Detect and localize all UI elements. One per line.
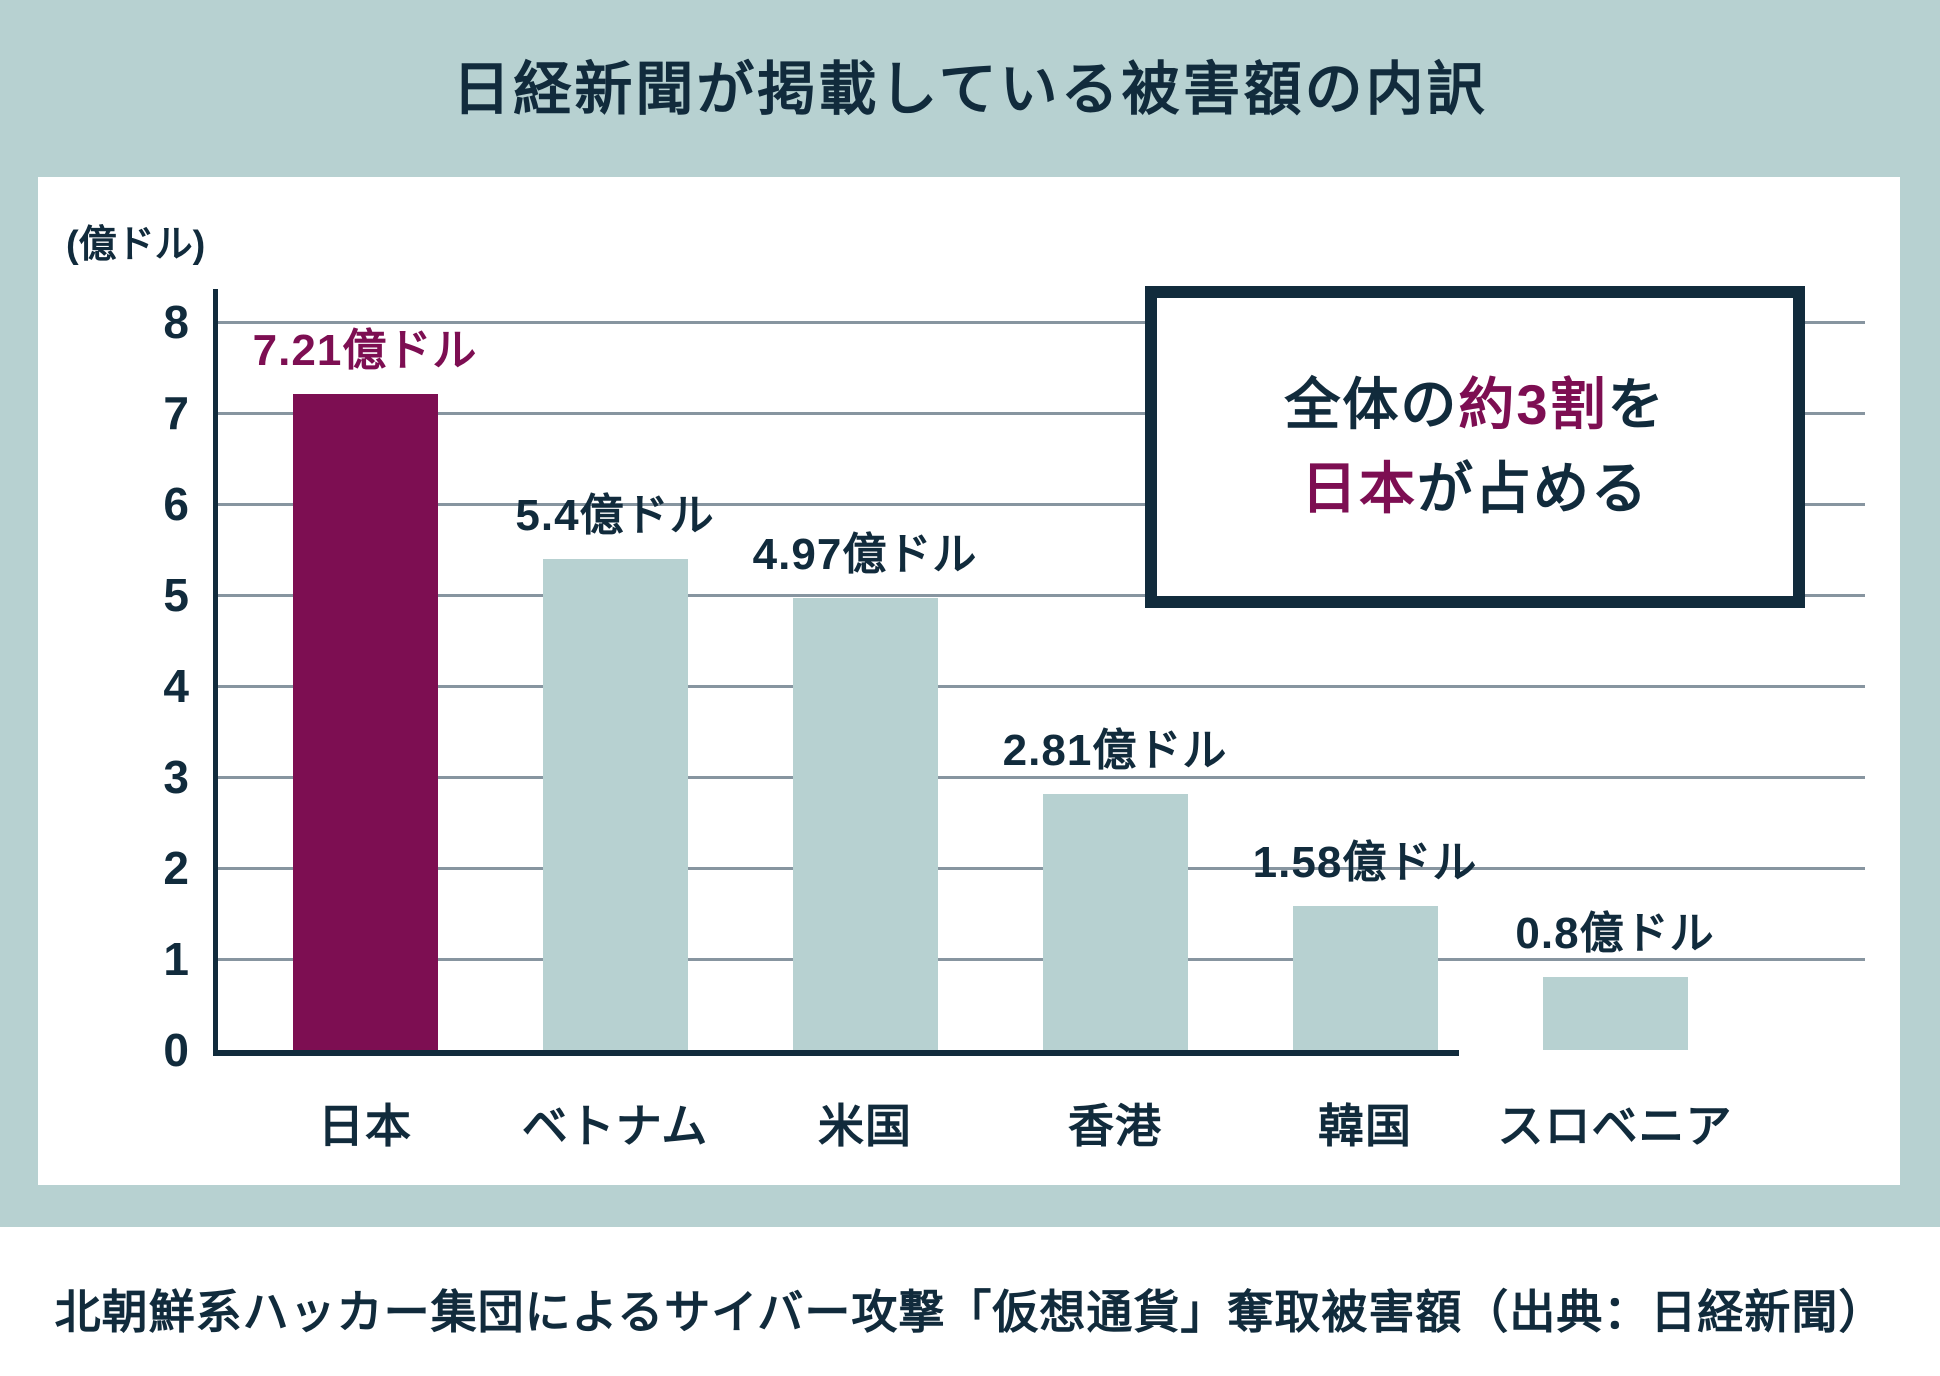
y-tick-label: 1 xyxy=(163,933,189,985)
bar-韓国 xyxy=(1292,906,1438,1050)
gridline xyxy=(213,503,1865,506)
bar-value-label: 0.8億ドル xyxy=(1515,909,1715,958)
bar-value-label: 7.21億ドル xyxy=(252,326,478,375)
y-tick-label: 0 xyxy=(163,1024,189,1076)
gridline xyxy=(213,412,1865,415)
gridline xyxy=(213,958,1865,961)
y-axis-line xyxy=(213,289,218,1056)
bar-香港 xyxy=(1042,794,1188,1050)
annotation-text: が占める xyxy=(1417,457,1649,520)
annotation-highlight: 約3割 xyxy=(1458,373,1608,436)
bar-value-label: 1.58億ドル xyxy=(1252,838,1478,887)
annotation-highlight: 日本 xyxy=(1301,457,1417,520)
gridline xyxy=(213,321,1865,324)
bar-value-label: 5.4億ドル xyxy=(515,491,715,540)
y-tick-label: 2 xyxy=(163,842,189,894)
plot-area: 0 1 2 3 4 5 6 7 8 7.21億ドル 日本 5.4億ドル ベトナム 4.97億ドル 米国 2.8… xyxy=(38,177,1900,1185)
y-tick-label: 3 xyxy=(163,751,189,803)
annotation-text: 全体の xyxy=(1284,373,1459,436)
x-category-label: ベトナム xyxy=(521,1100,709,1152)
y-tick-label: 7 xyxy=(163,387,189,439)
annotation-text: を xyxy=(1607,373,1666,436)
x-category-label: 韓国 xyxy=(1318,1100,1412,1152)
x-category-label: 米国 xyxy=(818,1100,912,1152)
bar-value-label: 2.81億ドル xyxy=(1002,726,1228,775)
y-tick-label: 4 xyxy=(163,660,189,712)
gridline xyxy=(213,685,1865,688)
x-category-label: スロベニア xyxy=(1497,1100,1733,1152)
bar-スロベニア xyxy=(1542,977,1688,1050)
bar-米国 xyxy=(792,598,938,1050)
page-title: 日経新聞が掲載している被害額の内訳 xyxy=(452,57,1488,122)
annotation-box: 全体の約3割を 日本が占める xyxy=(1145,286,1805,608)
bar-ベトナム xyxy=(542,559,688,1050)
y-tick-label: 5 xyxy=(163,569,189,621)
annotation-line-1: 全体の約3割を xyxy=(1284,363,1665,447)
bar-value-label: 4.97億ドル xyxy=(752,530,978,579)
y-tick-label: 6 xyxy=(163,478,189,530)
bar-日本 xyxy=(292,394,438,1050)
annotation-line-2: 日本が占める xyxy=(1301,447,1649,531)
gridline xyxy=(213,776,1865,779)
y-axis-unit-label: (億ドル) xyxy=(66,224,206,266)
gridline xyxy=(213,867,1865,870)
x-axis-line xyxy=(213,1050,1459,1056)
x-category-label: 香港 xyxy=(1068,1100,1162,1152)
y-tick-label: 8 xyxy=(163,296,189,348)
gridline xyxy=(213,594,1865,597)
chart-panel: (億ドル) 0 1 2 3 4 5 6 7 8 7.21億ドル 日本 5.4億ドル ベトナム 4.97億ド… xyxy=(38,177,1900,1185)
x-category-label: 日本 xyxy=(318,1100,412,1152)
source-caption: 北朝鮮系ハッカー集団によるサイバー攻撃「仮想通貨」奪取被害額（出典：日経新聞） xyxy=(54,1286,1886,1338)
